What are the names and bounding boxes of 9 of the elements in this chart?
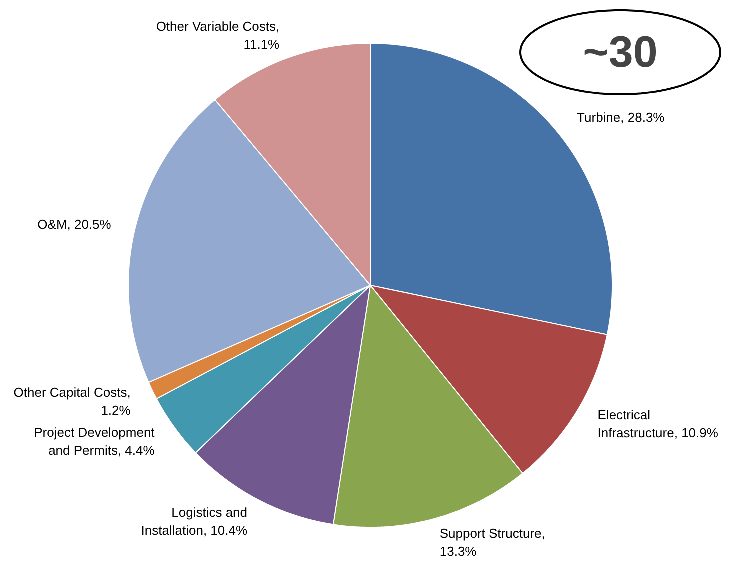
slice-label: Logistics and Installation, 10.4% <box>141 505 248 538</box>
slice-label: Electrical Infrastructure, 10.9% <box>598 408 719 441</box>
slice-label: O&M, 20.5% <box>38 217 112 232</box>
slice-label: Other Variable Costs, 11.1% <box>156 18 280 52</box>
slice-label: Other Capital Costs, 1.2% <box>14 384 132 418</box>
text: ~30 <box>583 28 658 77</box>
slice-label: Support Structure, 13.3% <box>440 526 546 560</box>
slice-label: Turbine, 28.3% <box>577 110 666 126</box>
slice-label: Project Development and Permits, 4.4% <box>34 424 156 458</box>
